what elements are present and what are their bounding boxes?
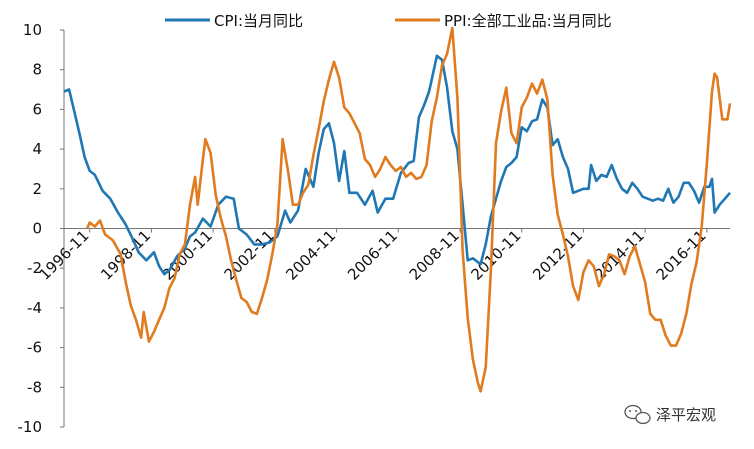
x-tick-label: 2000-11 (159, 227, 216, 284)
x-tick-label: 2014-11 (591, 227, 648, 284)
series-lines (63, 26, 732, 393)
y-tick-label: 8 (32, 61, 42, 79)
y-tick-label: 0 (32, 220, 42, 238)
watermark: 泽平宏观 (624, 404, 716, 425)
watermark-text: 泽平宏观 (656, 406, 716, 424)
y-tick-label: 4 (32, 140, 42, 158)
series-line-cpi (63, 54, 731, 276)
x-tick-label: 2006-11 (344, 227, 401, 284)
x-tick-label: 2012-11 (529, 227, 586, 284)
y-tick-label: 2 (32, 180, 42, 198)
legend: CPI:当月同比 PPI:全部工业品:当月同比 (165, 12, 612, 30)
legend-label-cpi: CPI:当月同比 (214, 12, 303, 30)
x-tick-label: 2010-11 (467, 227, 524, 284)
y-tick-label: 6 (32, 100, 42, 118)
series-line-ppi (85, 26, 732, 393)
legend-label-ppi: PPI:全部工业品:当月同比 (444, 12, 612, 30)
y-tick-label: -4 (27, 299, 42, 317)
y-tick-label: -10 (18, 418, 43, 436)
y-tick-label: 10 (23, 21, 42, 39)
y-tick-label: -2 (27, 259, 42, 277)
wechat-icon (624, 404, 651, 425)
x-tick-label: 2004-11 (282, 227, 339, 284)
y-tick-label: -8 (27, 378, 42, 396)
y-tick-label: -6 (27, 339, 42, 357)
x-tick-label: 2008-11 (406, 227, 463, 284)
